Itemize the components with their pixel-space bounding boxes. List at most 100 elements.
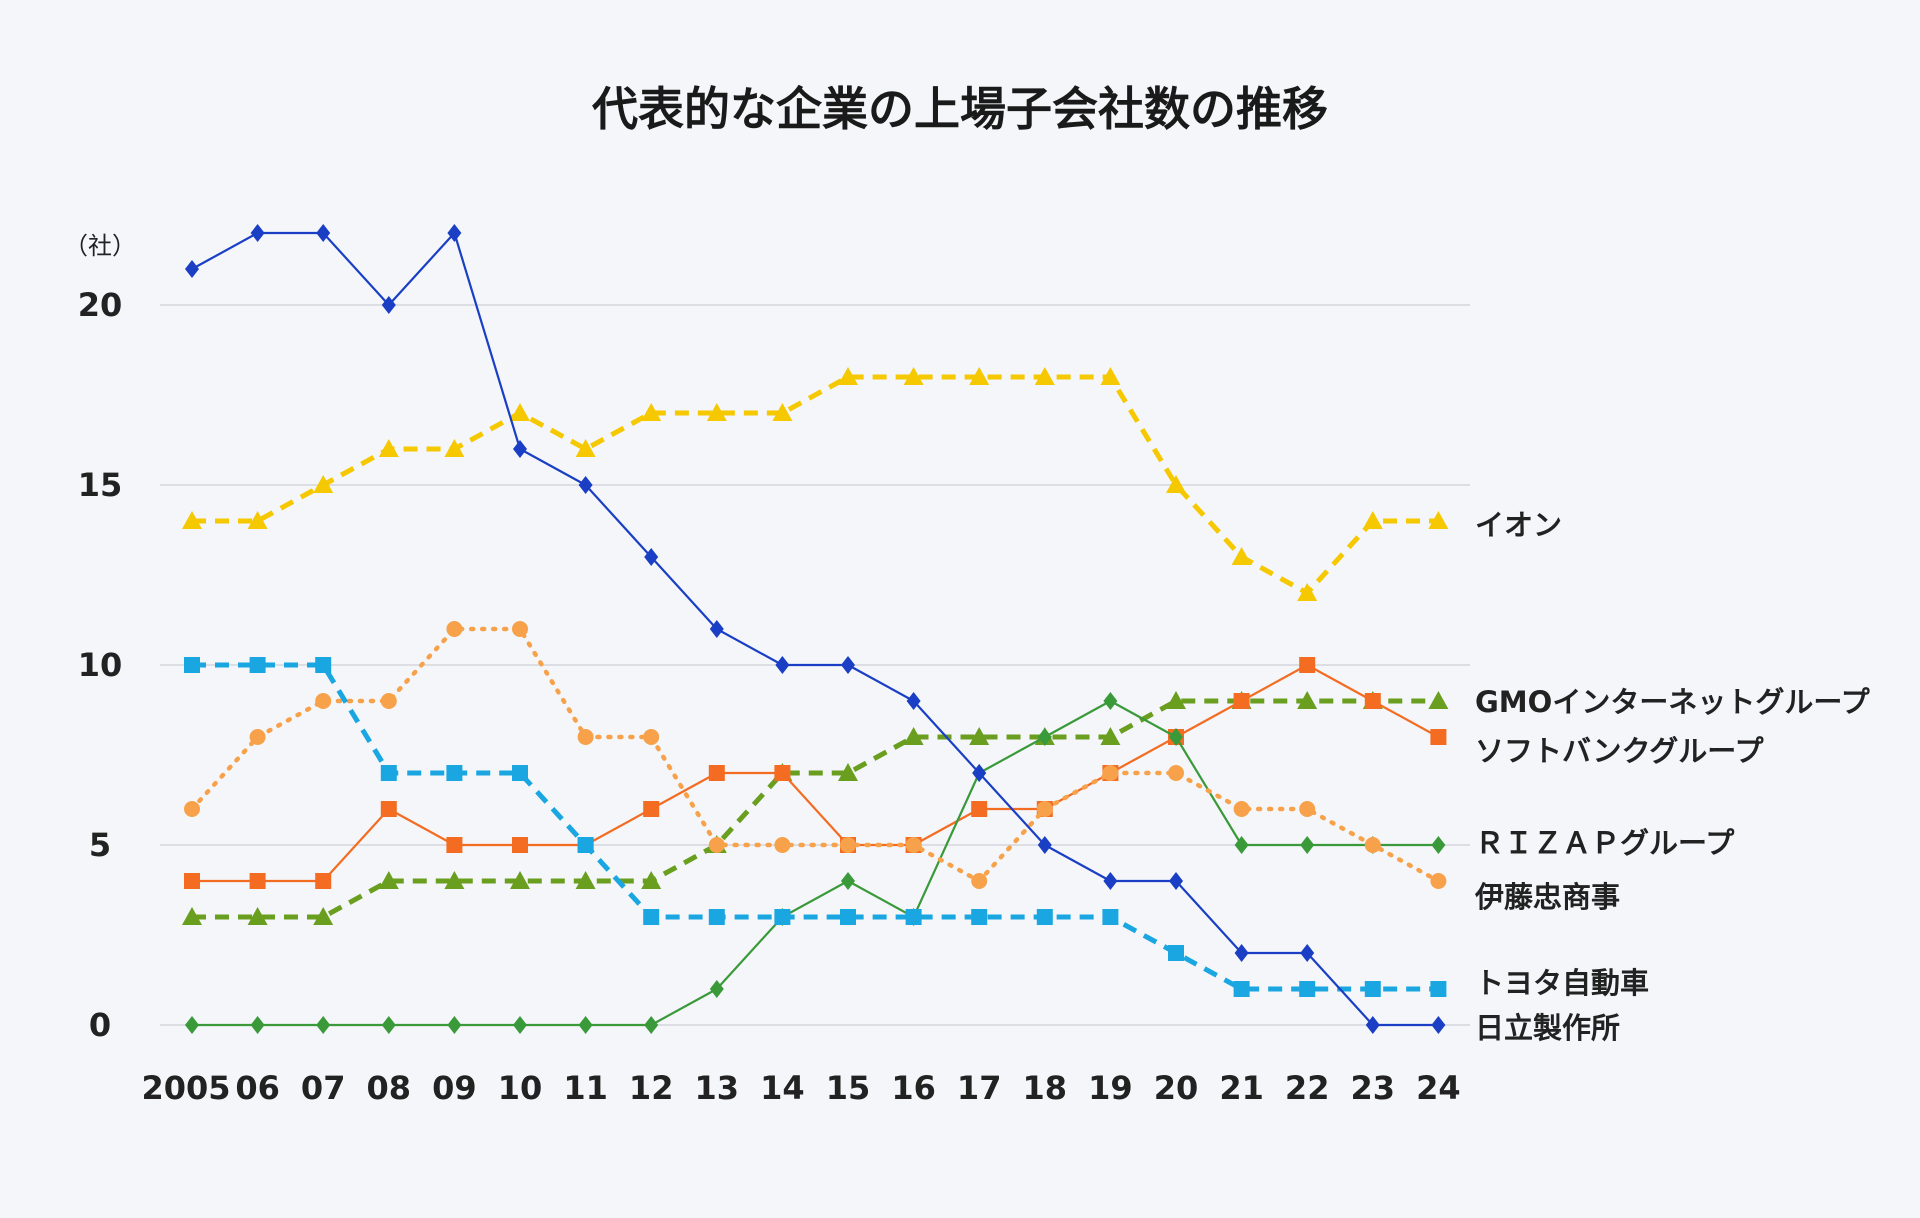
data-point-marker — [972, 764, 987, 782]
data-point-marker — [447, 1016, 462, 1034]
data-point-marker — [1100, 367, 1121, 385]
data-point-marker — [969, 367, 990, 385]
data-point-marker — [971, 801, 988, 817]
series-0 — [182, 367, 1449, 601]
data-point-marker — [1299, 657, 1316, 673]
data-point-marker — [1037, 836, 1052, 854]
x-tick-label: 19 — [1088, 1069, 1133, 1107]
data-point-marker — [1233, 693, 1250, 709]
data-point-marker — [380, 765, 397, 781]
data-point-marker — [249, 657, 266, 673]
data-point-marker — [903, 727, 924, 745]
x-tick-label: 14 — [760, 1069, 805, 1107]
data-point-marker — [1168, 765, 1184, 781]
x-tick-label: 24 — [1416, 1069, 1461, 1107]
x-tick-label: 16 — [891, 1069, 936, 1107]
data-point-marker — [378, 871, 399, 889]
data-point-marker — [380, 693, 397, 709]
data-point-marker — [1297, 583, 1318, 601]
data-point-marker — [1102, 765, 1119, 781]
data-point-marker — [1364, 693, 1381, 709]
data-point-marker — [1430, 729, 1447, 745]
data-point-marker — [512, 837, 528, 853]
data-point-marker — [838, 367, 858, 385]
legend-label: 伊藤忠商事 — [1474, 880, 1620, 914]
x-tick-label: 12 — [629, 1069, 674, 1107]
series-line — [189, 626, 1441, 884]
data-point-marker — [575, 871, 596, 889]
data-point-marker — [444, 871, 465, 889]
legend-label: 日立製作所 — [1475, 1011, 1620, 1045]
data-point-marker — [1365, 1016, 1380, 1034]
data-point-marker — [378, 439, 399, 457]
data-point-marker — [185, 1016, 199, 1034]
data-point-marker — [1169, 728, 1183, 746]
data-point-marker — [774, 837, 791, 853]
data-point-marker — [1100, 727, 1121, 745]
y-axis-ticks: 0 5 10 15 20 — [78, 286, 123, 1044]
data-point-marker — [1428, 511, 1449, 529]
x-tick-label: 23 — [1351, 1069, 1396, 1107]
legend-label: ＲＩＺＡＰグループ — [1475, 826, 1735, 860]
data-point-marker — [1166, 475, 1186, 493]
y-tick-label: 20 — [78, 286, 123, 324]
data-point-marker — [775, 656, 790, 674]
y-tick-label: 15 — [78, 466, 123, 504]
series-5 — [184, 657, 1447, 997]
data-point-marker — [708, 909, 725, 925]
data-point-marker — [182, 907, 202, 925]
series-line — [192, 698, 1439, 920]
data-point-marker — [708, 765, 725, 781]
data-point-marker — [315, 873, 332, 889]
data-point-marker — [906, 692, 921, 710]
data-point-marker — [512, 765, 528, 781]
legend-label: イオン — [1475, 508, 1562, 542]
data-point-marker — [772, 403, 793, 421]
data-point-marker — [1299, 981, 1316, 997]
data-point-marker — [840, 837, 856, 853]
legend-label: トヨタ自動車 — [1475, 966, 1649, 1000]
data-point-marker — [641, 403, 662, 421]
data-point-marker — [513, 440, 527, 458]
data-point-marker — [247, 907, 268, 925]
data-point-marker — [316, 1016, 331, 1034]
data-point-marker — [510, 871, 530, 889]
data-point-marker — [1430, 981, 1447, 997]
data-point-marker — [444, 439, 465, 457]
data-point-marker — [1036, 801, 1053, 817]
data-point-marker — [971, 909, 988, 925]
x-tick-label: 13 — [695, 1069, 740, 1107]
data-point-marker — [185, 260, 199, 278]
chart-title: 代表的な企業の上場子会社数の推移 — [591, 82, 1328, 136]
data-point-marker — [446, 765, 463, 781]
series-line — [192, 662, 1439, 992]
data-point-marker — [313, 475, 334, 493]
data-point-marker — [969, 727, 990, 745]
data-point-marker — [643, 801, 660, 817]
data-point-marker — [510, 403, 530, 421]
data-point-marker — [971, 873, 988, 889]
data-point-marker — [250, 224, 265, 242]
x-tick-label: 07 — [301, 1069, 346, 1107]
data-point-marker — [446, 621, 463, 637]
data-point-marker — [1234, 944, 1249, 962]
x-tick-label: 15 — [826, 1069, 871, 1107]
data-point-marker — [313, 907, 334, 925]
series-line — [192, 699, 1439, 1027]
data-point-marker — [447, 224, 462, 242]
data-point-marker — [182, 511, 202, 529]
data-point-marker — [316, 224, 331, 242]
data-point-marker — [1431, 1016, 1446, 1034]
y-tick-label: 10 — [78, 646, 123, 684]
data-point-marker — [1037, 728, 1052, 746]
data-point-marker — [1297, 691, 1318, 709]
data-point-marker — [1231, 547, 1252, 565]
y-tick-label: 0 — [89, 1006, 111, 1044]
data-point-marker — [1234, 836, 1249, 854]
data-point-marker — [249, 729, 266, 745]
data-point-marker — [774, 765, 791, 781]
data-point-marker — [1299, 801, 1316, 817]
data-point-marker — [709, 620, 724, 638]
data-point-marker — [1034, 367, 1055, 385]
